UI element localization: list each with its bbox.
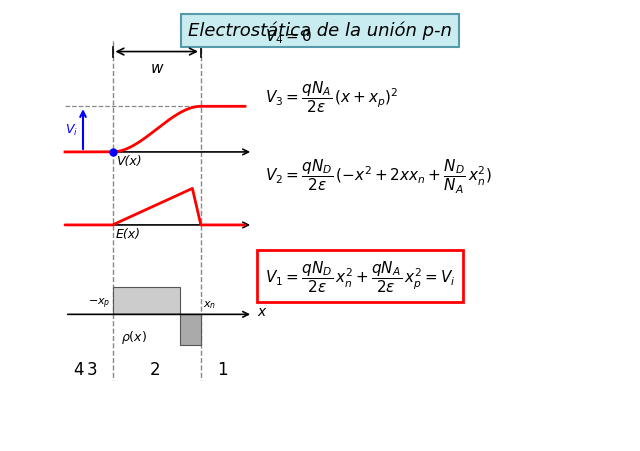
- Bar: [113, 287, 180, 315]
- Text: $V_3 = \dfrac{qN_A}{2\varepsilon}\,(x+x_p)^2$: $V_3 = \dfrac{qN_A}{2\varepsilon}\,(x+x_…: [265, 79, 398, 115]
- Text: V(x): V(x): [116, 154, 141, 167]
- Text: 4: 4: [74, 360, 84, 378]
- Text: $V_i$: $V_i$: [65, 122, 78, 138]
- Text: 3: 3: [87, 360, 97, 378]
- Text: x: x: [257, 305, 265, 319]
- Text: $V_4 = 0$: $V_4 = 0$: [265, 28, 312, 46]
- Text: E(x): E(x): [116, 227, 141, 240]
- Text: $V_2 = \dfrac{qN_D}{2\varepsilon}\,(-x^2+2xx_n+\dfrac{N_D}{N_A}\,x_n^2)$: $V_2 = \dfrac{qN_D}{2\varepsilon}\,(-x^2…: [265, 157, 492, 196]
- Text: $\rho(x)$: $\rho(x)$: [121, 328, 147, 345]
- Text: $-x_p$: $-x_p$: [88, 296, 111, 311]
- Text: Electrostática de la unión p-n: Electrostática de la unión p-n: [188, 22, 452, 41]
- Text: 1: 1: [218, 360, 228, 378]
- Text: $V_1 = \dfrac{qN_D}{2\varepsilon}\,x_n^2+\dfrac{qN_A}{2\varepsilon}\,x_p^2=V_i$: $V_1 = \dfrac{qN_D}{2\varepsilon}\,x_n^2…: [265, 258, 456, 294]
- Text: w: w: [150, 60, 163, 75]
- Bar: [180, 315, 201, 345]
- Text: 2: 2: [150, 360, 160, 378]
- Text: $x_n$: $x_n$: [203, 299, 216, 311]
